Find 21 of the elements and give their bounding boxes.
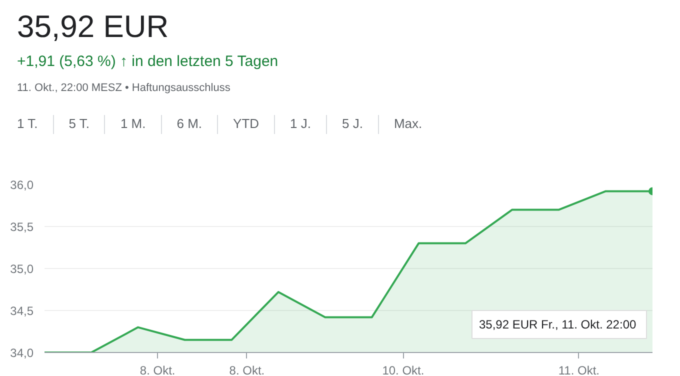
text: Max.	[378, 115, 438, 134]
text: 10. Okt.	[382, 364, 424, 376]
text: 6 M.	[160, 115, 218, 134]
y-tick-label: 34,0	[10, 346, 34, 360]
text: 5 T.	[52, 115, 104, 134]
text: 8. Okt.	[140, 364, 176, 376]
text: YTD	[217, 115, 274, 134]
chart-subtitle: +1,91 (5,63 %) ↑ in den letzten 5 Tagen	[17, 52, 280, 72]
text: 5 J.	[326, 115, 378, 134]
text: 1 J.	[274, 115, 326, 134]
annotation: 35,92 EUR Fr., 11. Okt. 22:00	[478, 318, 636, 332]
y-tick-label: 34,5	[10, 304, 34, 318]
y-tick-label: 35,5	[10, 220, 34, 234]
text: 11. Okt.	[558, 364, 600, 376]
text: 8. Okt.	[229, 364, 265, 376]
text: 1 M.	[104, 115, 161, 134]
text: 11. Okt., 22:00 MESZ • Haftungsausschluss	[17, 81, 232, 96]
text: 1 T.	[16, 115, 39, 134]
chart-title: 35,92 EUR	[17, 9, 170, 45]
y-tick-label: 36,0	[10, 178, 34, 192]
y-tick-label: 35,0	[10, 262, 34, 276]
